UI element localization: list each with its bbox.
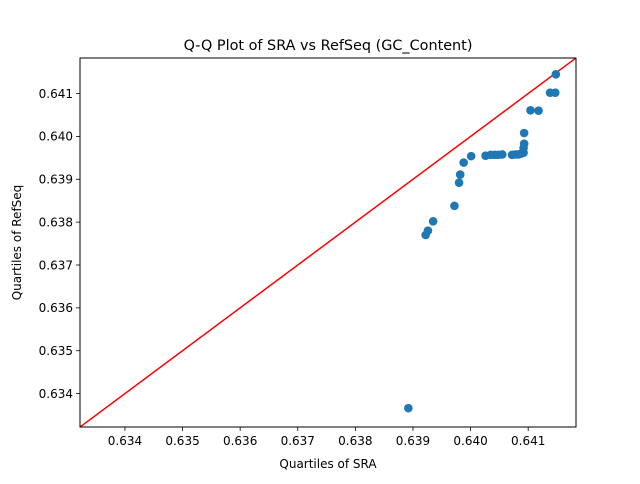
x-axis-label: Quartiles of SRA bbox=[279, 457, 377, 471]
data-point bbox=[551, 69, 561, 79]
x-tick-label: 0.641 bbox=[511, 434, 545, 448]
data-point bbox=[534, 106, 543, 116]
data-point bbox=[497, 150, 507, 159]
data-point bbox=[455, 170, 465, 179]
y-tick-label: 0.634 bbox=[39, 387, 73, 401]
data-point bbox=[519, 139, 529, 149]
data-point bbox=[454, 178, 464, 188]
plot-frame bbox=[79, 57, 577, 428]
x-tick-label: 0.640 bbox=[453, 434, 487, 448]
y-tick-label: 0.641 bbox=[39, 87, 73, 101]
x-tick-label: 0.638 bbox=[338, 434, 372, 448]
data-point bbox=[404, 403, 413, 413]
data-point bbox=[428, 216, 438, 226]
y-tick-label: 0.640 bbox=[39, 130, 73, 144]
data-point bbox=[423, 226, 433, 236]
data-point bbox=[550, 88, 560, 98]
x-axis: 0.634 0.635 0.636 0.637 0.638 0.639 0.640 0.641 bbox=[108, 427, 545, 448]
y-tick-label: 0.637 bbox=[39, 258, 73, 272]
plot-area bbox=[80, 58, 576, 427]
x-tick-label: 0.635 bbox=[165, 434, 199, 448]
data-point bbox=[519, 128, 529, 138]
x-tick-label: 0.634 bbox=[108, 434, 142, 448]
x-tick-label: 0.637 bbox=[281, 434, 315, 448]
x-tick-label: 0.639 bbox=[396, 434, 430, 448]
chart-title: Q-Q Plot of SRA vs RefSeq (GC_Content) bbox=[184, 38, 473, 54]
y-tick-label: 0.639 bbox=[39, 173, 73, 187]
data-point bbox=[526, 105, 535, 115]
y-axis-label: Quartiles of RefSeq bbox=[10, 185, 24, 301]
data-point bbox=[466, 151, 476, 161]
x-tick-label: 0.636 bbox=[223, 434, 257, 448]
reference-line bbox=[80, 58, 576, 427]
y-axis: 0.634 0.635 0.636 0.637 0.638 0.639 0.640 0.641 bbox=[39, 87, 80, 401]
data-point bbox=[450, 201, 459, 211]
y-tick-label: 0.636 bbox=[39, 301, 73, 315]
data-point bbox=[459, 158, 468, 167]
y-tick-label: 0.635 bbox=[39, 344, 73, 358]
y-tick-label: 0.638 bbox=[39, 215, 73, 229]
